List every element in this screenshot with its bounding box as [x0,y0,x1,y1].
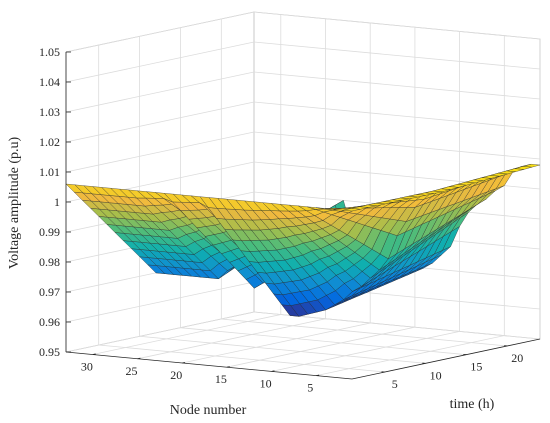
time-tick-label: 5 [392,377,398,391]
node-tick-label: 30 [81,360,93,374]
time-tick-label: 20 [511,351,523,365]
node-tick [92,353,96,355]
time-tick-label: 10 [430,368,442,382]
z-tick-label: 1 [54,195,60,209]
z-gridline [65,131,541,173]
node-tick-label: 10 [260,376,272,390]
z-gridline [65,311,541,353]
z-tick-label: 0.99 [39,225,60,239]
z-tick-label: 1.01 [39,165,60,179]
z-gridline [65,11,541,53]
z-gridline [65,101,541,143]
z-tick-label: 0.97 [39,285,60,299]
node-tick [271,370,275,372]
node-tick [137,357,141,360]
hour-gridline [179,27,467,356]
z-tick-label: 1.03 [39,105,60,119]
node-gridline [137,18,326,360]
node-tick [226,366,230,368]
z-tick-label: 1.05 [39,45,60,59]
axis-layer [65,51,541,380]
node-tick [316,374,320,377]
z-tick-label: 0.95 [39,345,60,359]
z-gridline [65,41,541,83]
hour-gridline [139,36,426,364]
node-tick-label: 20 [170,368,182,382]
hour-gridline [220,19,508,347]
node-axis-line [65,351,353,380]
z-axis-label: Voltage amplitude (p.u) [7,137,22,270]
node-tick [182,361,186,364]
node-gridline [92,14,282,355]
time-tick-label: 15 [470,360,482,374]
hour-gridline [98,45,385,373]
z-tick-label: 1.02 [39,135,60,149]
node-tick-label: 25 [126,364,138,378]
z-tick-label: 1.04 [39,75,60,89]
z-tick-label: 0.96 [39,315,60,329]
surface-cell [343,208,361,212]
node-gridline [226,27,416,368]
time-axis-line [351,338,541,380]
z-tick-label: 0.98 [39,255,60,269]
x-axis-label: time (h) [450,397,495,412]
surface-layer [65,164,541,317]
node-gridline [182,23,371,364]
node-gridline [316,35,505,376]
tick-labels: 0.95 0.96 0.97 0.98 0.99 1 1.01 1.02 1.03 1.04 1.0… [39,45,523,395]
y-axis-label: Node number [170,403,247,418]
node-gridline [271,31,461,372]
z-gridline [65,161,541,203]
z-gridline [65,71,541,113]
node-tick-label: 15 [215,372,227,386]
node-tick-label: 5 [307,381,313,395]
